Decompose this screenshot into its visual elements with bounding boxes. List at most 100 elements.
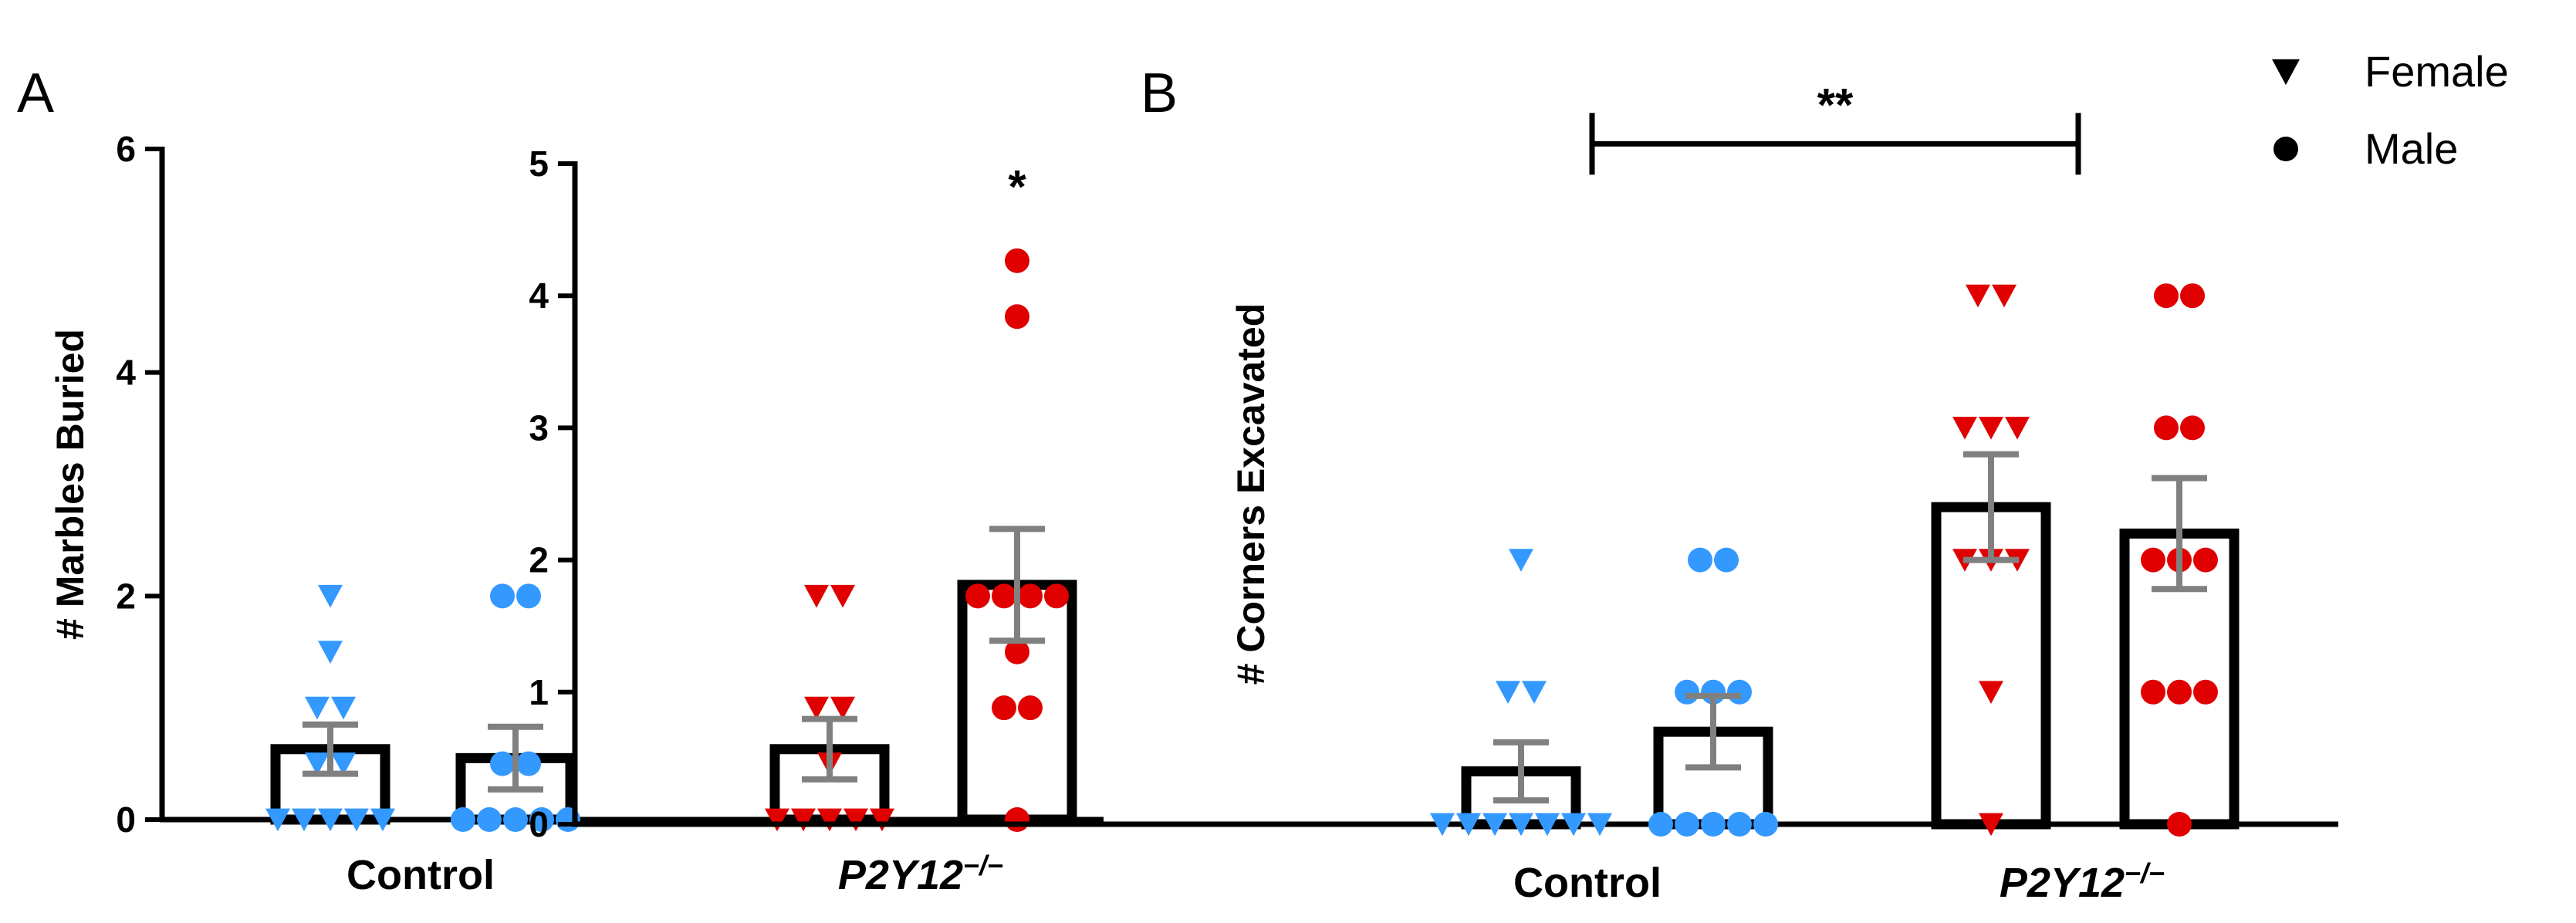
data-point-male — [992, 695, 1016, 721]
data-point-female — [843, 808, 868, 832]
data-point-female — [1496, 681, 1520, 704]
data-point-female — [318, 584, 343, 608]
data-point-male — [2193, 547, 2218, 573]
x-category-label: P2Y12−/− — [838, 850, 1003, 898]
data-point-female — [1979, 417, 2003, 440]
legend-female-label: Female — [2365, 47, 2509, 96]
data-point-male — [2141, 679, 2165, 705]
data-point-female — [305, 696, 330, 720]
y-tick-label: 1 — [529, 672, 549, 712]
y-tick-label: 2 — [529, 540, 549, 580]
y-tick-label: 6 — [116, 129, 136, 169]
data-point-female — [830, 584, 855, 608]
y-axis-label: # Corners Excavated — [1229, 303, 1273, 685]
data-point-male — [2154, 415, 2179, 441]
data-point-female — [804, 696, 829, 720]
data-point-female — [318, 641, 343, 664]
data-point-male — [1005, 807, 1029, 832]
data-point-male — [1714, 547, 1739, 573]
data-point-male — [451, 807, 475, 832]
data-point-female — [1979, 813, 2003, 837]
x-category-label: P2Y12−/− — [2000, 857, 2165, 906]
legend-female-marker — [2272, 59, 2300, 86]
data-point-female — [1966, 284, 1990, 308]
data-point-female — [1587, 813, 1612, 837]
data-point-female — [1952, 417, 1977, 440]
y-tick-label: 4 — [529, 276, 549, 316]
data-point-female — [1482, 813, 1507, 837]
data-point-female — [1456, 813, 1481, 837]
data-point-male — [490, 583, 515, 609]
data-point-female — [1535, 813, 1560, 837]
panel-b-chart: 0 1 2 3 4 5 # Corners Excavated Control P2Y12−/−… — [529, 79, 2338, 906]
significance-star: * — [1008, 161, 1026, 212]
data-point-female — [830, 696, 855, 720]
x-category-label: Control — [347, 852, 495, 898]
y-tick-label: 0 — [529, 804, 549, 844]
data-point-male — [2167, 812, 2192, 837]
legend-male-label: Male — [2365, 124, 2458, 173]
legend-male-marker — [2273, 137, 2298, 161]
y-tick-label: 3 — [529, 407, 549, 448]
data-point-male — [2180, 283, 2205, 309]
data-point-female — [1430, 813, 1455, 837]
data-point-male — [1675, 812, 1699, 837]
x-category-label: Control — [1513, 860, 1662, 906]
data-point-male — [965, 583, 990, 609]
data-point-male — [1044, 583, 1069, 609]
data-point-male — [503, 807, 528, 832]
data-point-male — [516, 583, 541, 609]
data-point-female — [344, 808, 369, 832]
data-point-male — [1648, 812, 1673, 837]
data-point-female — [791, 808, 816, 832]
y-axis-label: # Marbles Buried — [49, 329, 92, 640]
data-point-female — [1992, 284, 2017, 308]
legend: Female Male — [2272, 47, 2509, 173]
data-point-male — [2193, 679, 2218, 705]
data-point-female — [2005, 417, 2030, 440]
data-point-female — [331, 752, 356, 776]
panel-b-label: B — [1141, 63, 1178, 124]
data-point-male — [1005, 304, 1029, 330]
data-point-female — [1561, 813, 1586, 837]
panel-a-label: A — [17, 63, 54, 124]
data-point-male — [516, 751, 541, 776]
data-point-male — [1688, 547, 1712, 573]
data-point-male — [2154, 283, 2179, 309]
data-point-male — [1005, 248, 1029, 273]
y-tick-label: 2 — [116, 576, 136, 616]
data-point-female — [1522, 681, 1547, 704]
data-point-male — [1675, 679, 1699, 705]
y-tick-label: 5 — [529, 144, 549, 184]
data-point-male — [1018, 695, 1043, 721]
data-point-female — [765, 808, 789, 832]
significance-stars: ** — [1817, 79, 1854, 130]
data-point-male — [1018, 583, 1043, 609]
y-tick-label: 0 — [116, 800, 136, 840]
data-point-female — [804, 584, 829, 608]
data-point-male — [1701, 812, 1726, 837]
data-point-male — [1753, 812, 1778, 837]
data-point-male — [2141, 547, 2165, 573]
panel-a-chart: 0 2 4 6 # Marbles Buried Control P2Y12−/− * — [49, 129, 1104, 898]
data-point-male — [1727, 679, 1752, 705]
data-point-female — [305, 752, 330, 776]
data-point-female — [292, 808, 316, 832]
data-point-female — [1509, 813, 1533, 837]
data-point-male — [1727, 812, 1752, 837]
data-point-male — [477, 807, 502, 832]
data-point-male — [2180, 415, 2205, 441]
data-point-female — [1509, 549, 1533, 572]
data-point-male — [1005, 639, 1029, 664]
data-point-male — [490, 751, 515, 776]
data-point-male — [992, 583, 1016, 609]
data-point-female — [870, 808, 894, 832]
data-point-female — [1979, 681, 2003, 704]
data-point-female — [318, 808, 343, 832]
data-point-female — [817, 808, 842, 832]
y-tick-label: 4 — [116, 353, 136, 393]
data-point-female — [331, 696, 356, 720]
data-point-male — [2167, 679, 2192, 705]
data-point-female — [265, 808, 290, 832]
